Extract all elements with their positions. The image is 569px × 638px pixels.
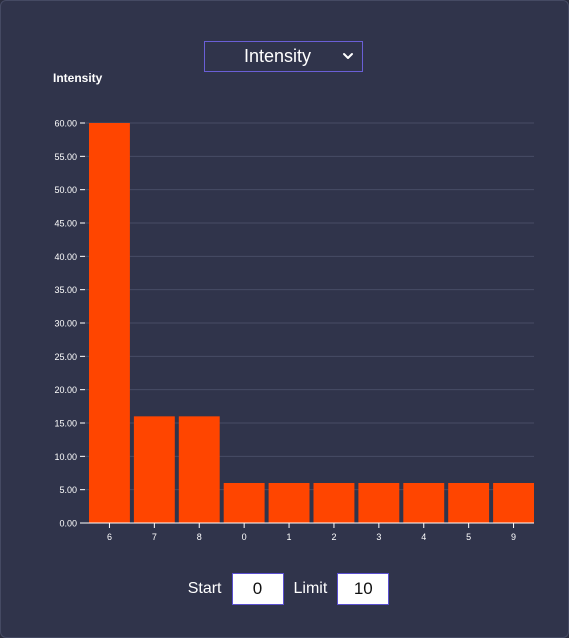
metric-select-value: Intensity <box>243 46 312 66</box>
bars <box>89 123 534 523</box>
range-controls: Start Limit <box>0 572 567 605</box>
y-tick-label: 35.00 <box>54 285 77 295</box>
bar <box>178 416 220 523</box>
bar <box>268 483 310 523</box>
x-tick-label: 2 <box>331 532 336 542</box>
bar <box>223 483 265 523</box>
x-tick-label: 3 <box>376 532 381 542</box>
x-tick-label: 9 <box>511 532 516 542</box>
y-tick-label: 0.00 <box>59 519 77 529</box>
start-label: Start <box>187 579 222 597</box>
y-tick-label: 40.00 <box>54 252 77 262</box>
bar <box>493 483 534 523</box>
y-tick-label: 55.00 <box>54 152 77 162</box>
y-tick-label: 20.00 <box>54 385 77 395</box>
y-tick-label: 10.00 <box>54 452 77 462</box>
x-tick-label: 5 <box>466 532 471 542</box>
bar <box>448 483 490 523</box>
y-axis-label: Intensity <box>53 71 103 85</box>
bar <box>133 416 175 523</box>
x-tick-label: 7 <box>152 532 157 542</box>
limit-label: Limit <box>293 579 328 597</box>
x-tick-label: 8 <box>197 532 202 542</box>
y-tick-label: 60.00 <box>54 119 77 129</box>
y-tick-label: 45.00 <box>54 219 77 229</box>
y-tick-label: 15.00 <box>54 419 77 429</box>
x-tick-label: 6 <box>107 532 112 542</box>
x-tick-label: 1 <box>287 532 292 542</box>
y-tick-label: 5.00 <box>59 485 77 495</box>
limit-input[interactable] <box>337 572 390 605</box>
metric-select[interactable]: Intensity <box>204 41 363 72</box>
x-tick-label: 0 <box>242 532 247 542</box>
bar-chart: Intensity 0.005.0010.0015.0020.0025.0030… <box>53 71 534 542</box>
bar <box>403 483 445 523</box>
y-tick-label: 25.00 <box>54 352 77 362</box>
y-axis: 0.00 5.00 10.00 15.00 20.00 25.00 30.00 35.00 40… <box>54 119 85 529</box>
bar <box>313 483 355 523</box>
x-tick-label: 4 <box>421 532 426 542</box>
start-input[interactable] <box>231 572 284 605</box>
x-axis: 6 7 8 0 1 2 3 4 5 9 <box>85 522 534 542</box>
y-tick-label: 30.00 <box>54 319 77 329</box>
chevron-down-icon <box>343 53 353 59</box>
bar <box>358 483 400 523</box>
bar <box>89 123 130 523</box>
y-tick-label: 50.00 <box>54 185 77 195</box>
